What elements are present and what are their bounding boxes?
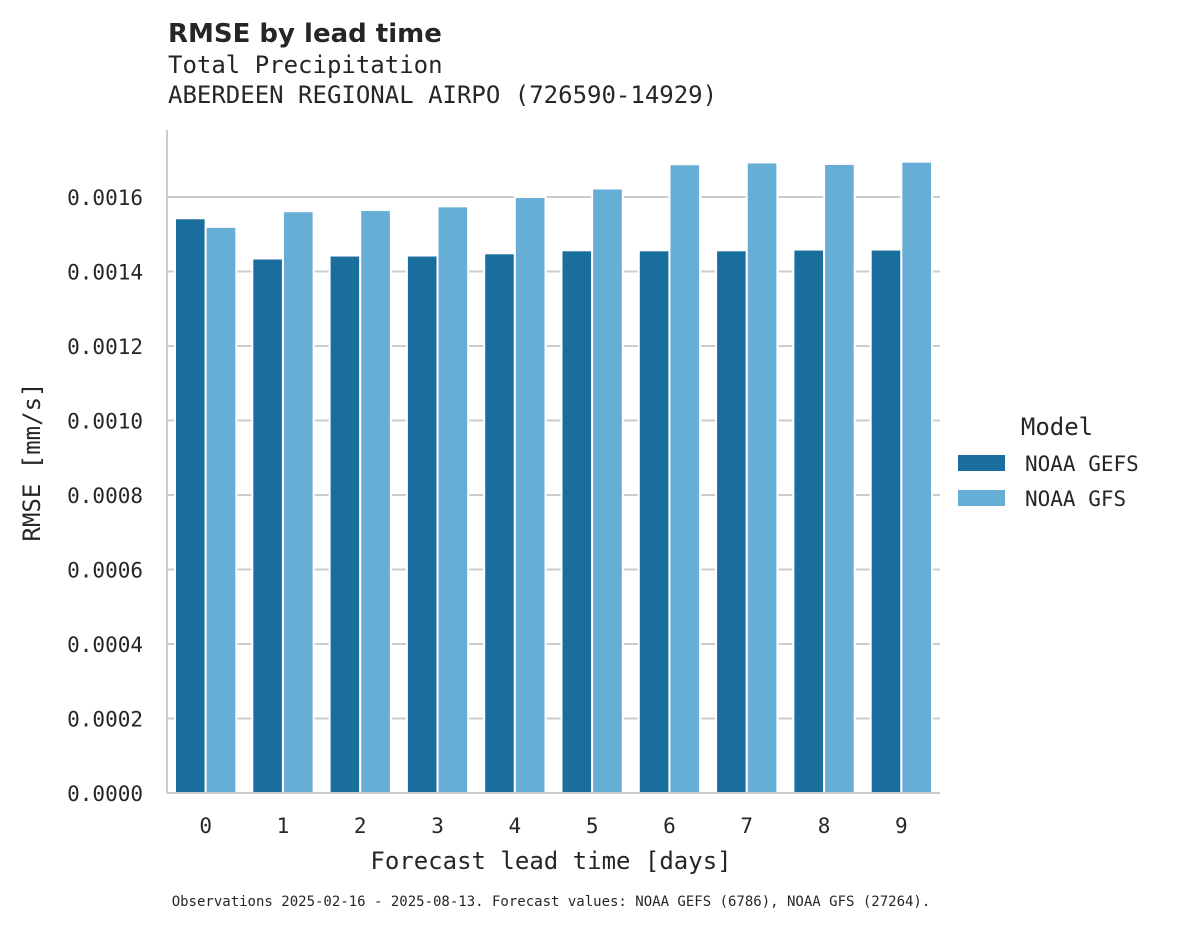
y-tick-label: 0.0004	[67, 633, 143, 657]
chart-subtitle-variable: Total Precipitation	[168, 51, 443, 79]
bar-noaa-gfs-7	[745, 161, 779, 795]
x-tick-label: 8	[818, 814, 831, 838]
bars	[174, 160, 933, 795]
bar-noaa-gfs-1	[281, 210, 315, 795]
x-tick-label: 1	[277, 814, 290, 838]
x-tick-label: 5	[586, 814, 599, 838]
bar-noaa-gefs-3	[405, 254, 439, 795]
bar-noaa-gefs-8	[792, 248, 826, 794]
axes	[166, 130, 940, 794]
y-tick-label: 0.0012	[67, 335, 143, 359]
y-tick-label: 0.0014	[67, 261, 143, 285]
x-tick-label: 9	[895, 814, 908, 838]
legend-title: Model	[1021, 413, 1093, 441]
x-tick-label: 6	[663, 814, 676, 838]
x-tick-label: 3	[431, 814, 444, 838]
chart-title: RMSE by lead time	[168, 19, 442, 49]
chart-footer: Observations 2025-02-16 - 2025-08-13. Fo…	[172, 894, 931, 910]
x-tick-label: 2	[354, 814, 367, 838]
bar-noaa-gefs-5	[560, 249, 594, 795]
y-tick-labels: 0.0000 0.0002 0.0004 0.0006 0.0008 0.0010 0.00…	[67, 186, 143, 806]
bar-noaa-gefs-2	[328, 254, 362, 795]
x-axis-label: Forecast lead time [days]	[370, 847, 731, 875]
legend-label: NOAA GEFS	[1025, 452, 1139, 476]
bar-noaa-gefs-0	[174, 217, 207, 795]
legend: Model NOAA GEFS NOAA GFS	[958, 413, 1139, 511]
chart-subtitle-station: ABERDEEN REGIONAL AIRPO (726590-14929)	[168, 81, 717, 109]
y-tick-label: 0.0006	[67, 559, 143, 583]
bar-noaa-gefs-1	[251, 257, 284, 794]
y-tick-label: 0.0002	[67, 708, 143, 732]
bar-noaa-gefs-4	[483, 252, 516, 794]
bar-noaa-gfs-5	[591, 187, 624, 794]
bar-noaa-gfs-2	[359, 209, 392, 794]
y-tick-label: 0.0008	[67, 484, 143, 508]
legend-swatch	[958, 455, 1005, 471]
x-tick-labels: 0 1 2 3 4 5 6 7 8 9	[199, 814, 907, 838]
y-tick-label: 0.0010	[67, 410, 143, 434]
legend-label: NOAA GFS	[1025, 487, 1126, 511]
bar-noaa-gefs-9	[869, 248, 903, 794]
y-axis-label: RMSE [mm/s]	[18, 383, 46, 542]
bar-noaa-gfs-3	[436, 205, 470, 794]
bar-noaa-gefs-7	[715, 249, 748, 795]
bar-noaa-gfs-9	[900, 160, 933, 795]
x-tick-label: 7	[740, 814, 753, 838]
bar-noaa-gfs-0	[204, 225, 238, 794]
legend-swatch	[958, 490, 1005, 506]
y-tick-label: 0.0000	[67, 782, 143, 806]
bar-noaa-gfs-4	[513, 196, 547, 795]
x-tick-label: 4	[509, 814, 522, 838]
bar-noaa-gfs-6	[668, 163, 702, 795]
bar-noaa-gefs-6	[637, 249, 671, 795]
bar-noaa-gfs-8	[823, 162, 856, 794]
y-tick-label: 0.0016	[67, 186, 143, 210]
x-tick-label: 0	[199, 814, 212, 838]
